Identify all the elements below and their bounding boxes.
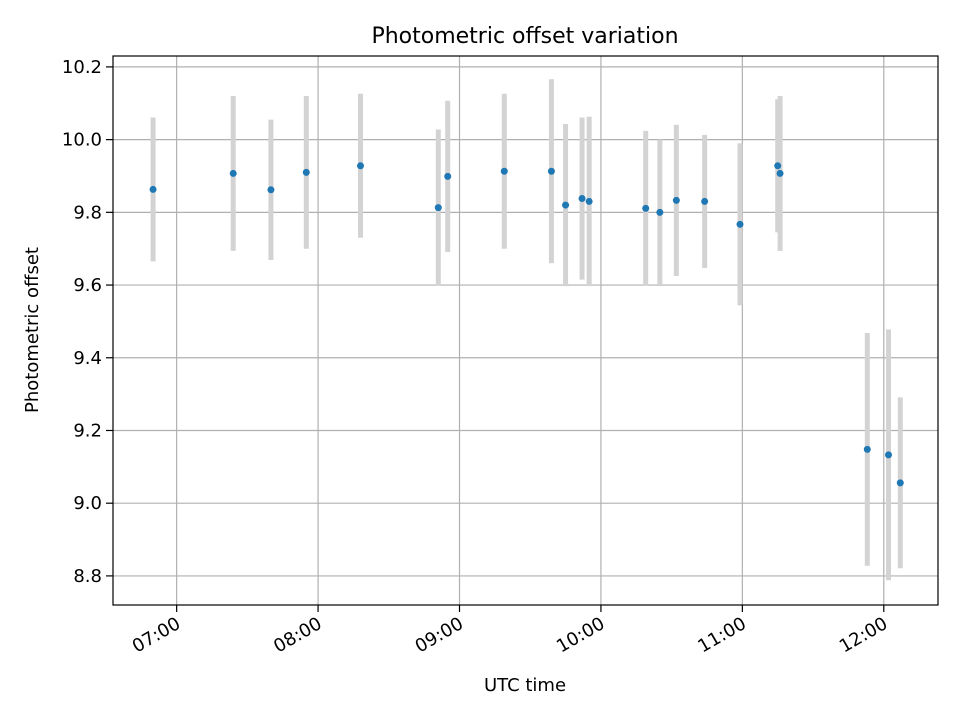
data-point [642, 204, 650, 212]
data-point [562, 201, 570, 209]
y-tick-label: 9.6 [73, 275, 102, 296]
x-tick-label: 11:00 [694, 613, 749, 657]
y-ticks: 8.8 9.0 9.2 9.4 9.6 9.8 10.0 10.2 [62, 57, 113, 587]
data-point [672, 196, 680, 204]
y-tick-label: 9.2 [73, 420, 102, 441]
data-point [776, 169, 784, 177]
x-ticks: 07:00 08:00 09:00 10:00 11:00 12:00 [129, 605, 891, 657]
data-point [774, 162, 782, 170]
plot-frame [112, 55, 939, 606]
data-point [267, 186, 275, 194]
x-tick-label: 07:00 [129, 613, 184, 657]
error-bars [150, 79, 903, 581]
chart-title: Photometric offset variation [371, 24, 678, 49]
data-point [547, 167, 555, 175]
y-tick-label: 10.2 [62, 57, 102, 78]
x-tick-label: 08:00 [270, 613, 325, 657]
data-point [885, 451, 892, 459]
data-point [500, 167, 508, 175]
y-tick-label: 9.4 [73, 348, 102, 369]
data-point [229, 169, 237, 177]
grid-lines [113, 56, 938, 605]
data-point [444, 172, 452, 180]
data-point [302, 168, 310, 176]
data-point [585, 197, 593, 205]
data-point [357, 162, 364, 170]
data-point [149, 185, 157, 193]
data-point [863, 445, 871, 453]
data-points [149, 162, 904, 487]
x-tick-label: 12:00 [836, 613, 891, 657]
y-tick-label: 10.0 [62, 130, 102, 151]
y-tick-label: 9.0 [73, 493, 102, 514]
y-tick-label: 8.8 [73, 566, 102, 587]
data-point [434, 204, 442, 212]
x-tick-label: 09:00 [412, 613, 467, 657]
data-point [736, 220, 744, 228]
x-tick-label: 10:00 [553, 613, 608, 657]
data-point [578, 195, 586, 203]
y-tick-label: 9.8 [73, 202, 102, 223]
y-axis-label: Photometric offset [22, 247, 43, 413]
data-point [896, 479, 904, 487]
x-axis-label: UTC time [484, 675, 566, 696]
data-point [701, 197, 709, 205]
data-point [656, 208, 664, 216]
